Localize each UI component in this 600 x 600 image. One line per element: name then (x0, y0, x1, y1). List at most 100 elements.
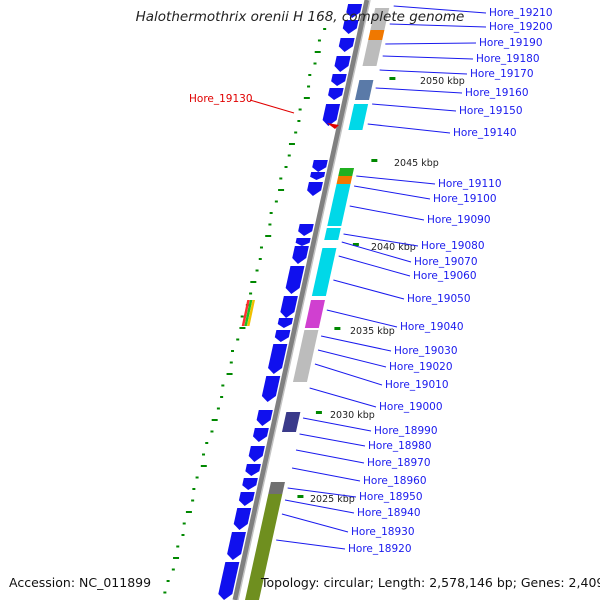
feature-block (348, 104, 369, 130)
feature-block (304, 300, 325, 328)
highlight-leader (249, 99, 295, 114)
gene-arrow (310, 172, 326, 180)
label-leader (375, 87, 463, 94)
gene-arrow (252, 428, 269, 442)
gene-label: Hore_18960 (363, 475, 427, 487)
scale-label: 2040 kbp (371, 242, 416, 253)
feature-block (355, 80, 374, 100)
gc-tick (297, 120, 301, 122)
gc-tick (249, 292, 253, 295)
gene-label: Hore_19060 (413, 270, 477, 282)
gc-tick (195, 476, 199, 479)
feature-block (327, 184, 351, 226)
genome-backbone-shade (237, 0, 371, 600)
label-leader (309, 387, 377, 408)
scale-ticks: 2050 kbp 2045 kbp 2040 kbp 2035 kbp 2030 kbp… (297, 76, 465, 505)
gc-tick (278, 189, 285, 191)
gene-label: Hore_19000 (379, 401, 443, 413)
highlight-marker: Hore_19130 (189, 93, 339, 129)
gene-arrow (328, 88, 344, 100)
gene-label: Hore_19020 (389, 361, 453, 373)
scale-label: 2045 kbp (394, 158, 439, 169)
label-leader (367, 123, 451, 134)
feature-block (368, 30, 385, 40)
gene-label: Hore_19140 (453, 127, 517, 139)
gene-label: Hore_19180 (476, 53, 540, 65)
gene-label: Hore_18940 (357, 507, 421, 519)
highlight-gene-label: Hore_19130 (189, 93, 253, 105)
feature-stripe (244, 300, 253, 326)
label-leader (302, 417, 372, 432)
label-leader (320, 335, 392, 352)
feature-block (338, 168, 355, 176)
label-leader (287, 487, 357, 498)
gc-tick (287, 154, 291, 157)
gene-arrow (295, 238, 311, 246)
gene-arrow (274, 330, 291, 342)
label-leader (326, 309, 398, 328)
label-leader (295, 449, 365, 464)
label-leader (353, 185, 431, 200)
gene-label: Hore_19110 (438, 178, 502, 190)
gc-tick (220, 396, 224, 398)
map-title: Halothermothrix orenii H 168, complete g… (135, 9, 465, 25)
gc-tick (279, 177, 283, 180)
gc-tick (258, 258, 262, 260)
gene-label: Hore_19080 (421, 240, 485, 252)
gc-tick (269, 212, 273, 214)
feature-block (370, 8, 390, 30)
label-leader (314, 363, 383, 386)
gc-tick (313, 62, 317, 65)
scale-label: 2030 kbp (330, 410, 375, 421)
gc-tick (240, 315, 244, 318)
gc-tick (192, 488, 196, 490)
gc-tick (216, 407, 220, 410)
gene-arrow (285, 266, 305, 294)
gene-label: Hore_18950 (359, 491, 423, 503)
gene-label: Hore_19010 (385, 379, 449, 391)
label-leader (284, 499, 355, 514)
gene-labels: Hore_19210 Hore_19200 Hore_19190 Hore_19180… (276, 5, 553, 555)
feature-block (317, 248, 337, 270)
gc-tick (173, 557, 180, 559)
label-leader (281, 513, 349, 533)
gene-arrow (342, 20, 359, 34)
gc-tick (229, 361, 233, 364)
scale-tick (389, 77, 396, 80)
scale-tick (315, 411, 322, 414)
scale-tick (352, 243, 359, 246)
gene-arrow (280, 296, 298, 318)
gene-label: Hore_19160 (465, 87, 529, 99)
gene-arrow (261, 376, 281, 402)
label-leader (299, 433, 366, 447)
gene-label: Hore_18920 (348, 543, 412, 555)
gene-arrow (248, 446, 265, 462)
gc-tick (268, 223, 272, 226)
gc-tick (163, 591, 167, 594)
gene-arrow (218, 562, 240, 600)
gc-tick (171, 568, 175, 571)
label-leader (338, 255, 411, 277)
gene-label: Hore_19030 (394, 345, 458, 357)
feature-stripe (246, 300, 256, 326)
label-leader (343, 233, 419, 247)
feature-block (268, 482, 285, 494)
scale-label: 2035 kbp (350, 326, 395, 337)
gene-label: Hore_18970 (367, 457, 431, 469)
scale-tick (334, 327, 341, 330)
feature-block (245, 494, 283, 600)
gene-label: Hore_19050 (407, 293, 471, 305)
gc-tick (210, 430, 214, 433)
gene-arrow (298, 224, 314, 236)
gc-content-ticks (163, 28, 327, 594)
gene-arrow (233, 508, 252, 530)
label-leader (349, 205, 425, 221)
gene-arrow (256, 410, 273, 426)
gc-tick (274, 200, 278, 203)
gc-tick (202, 453, 206, 456)
gene-label: Hore_19150 (459, 105, 523, 117)
gc-tick (185, 511, 192, 513)
gc-tick (255, 269, 259, 272)
gene-label: Hore_18990 (374, 425, 438, 437)
